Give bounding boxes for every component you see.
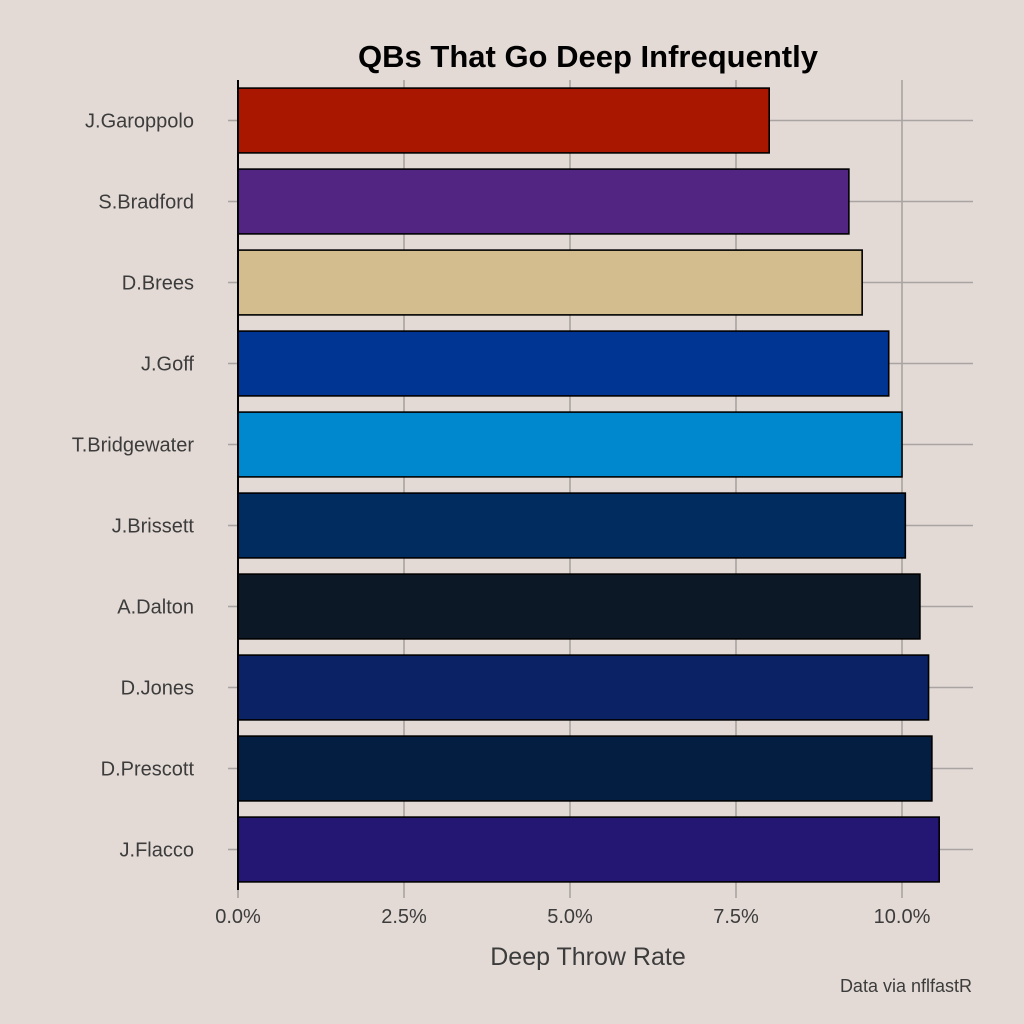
category-label: A.Dalton [117, 597, 194, 619]
bar-a-dalton [237, 573, 921, 640]
bar-j-goff [237, 330, 890, 397]
bar-d-jones [237, 654, 930, 721]
bar-j-garoppolo [237, 87, 771, 154]
category-label: J.Garoppolo [85, 111, 194, 133]
category-label: J.Goff [141, 354, 194, 376]
bar-s-bradford [237, 168, 850, 235]
bar-j-brissett [237, 492, 907, 559]
category-label: J.Brissett [112, 516, 195, 538]
category-label: D.Prescott [101, 759, 195, 781]
bar-t-bridgewater [237, 411, 903, 478]
x-tick-label: 0.0% [215, 906, 261, 928]
chart-caption: Data via nflfastR [840, 976, 972, 996]
category-label: S.Bradford [98, 192, 194, 214]
axis-layer: 0.0% 2.5% 5.0% 7.5% 10.0% J.Garoppolo S.Bradfo… [72, 80, 931, 928]
category-label: J.Flacco [120, 840, 194, 862]
x-tick-label: 5.0% [547, 906, 593, 928]
bar-layer [237, 87, 940, 883]
category-label: D.Brees [122, 273, 194, 295]
x-axis-title: Deep Throw Rate [490, 943, 685, 971]
category-label: T.Bridgewater [72, 435, 195, 457]
x-tick-label: 2.5% [381, 906, 427, 928]
bar-j-flacco [237, 816, 940, 883]
x-tick-label: 7.5% [713, 906, 759, 928]
category-label: D.Jones [121, 678, 194, 700]
chart-title: QBs That Go Deep Infrequently [358, 39, 819, 74]
bar-d-brees [237, 249, 863, 316]
bar-d-prescott [237, 735, 933, 802]
x-tick-label: 10.0% [874, 906, 931, 928]
